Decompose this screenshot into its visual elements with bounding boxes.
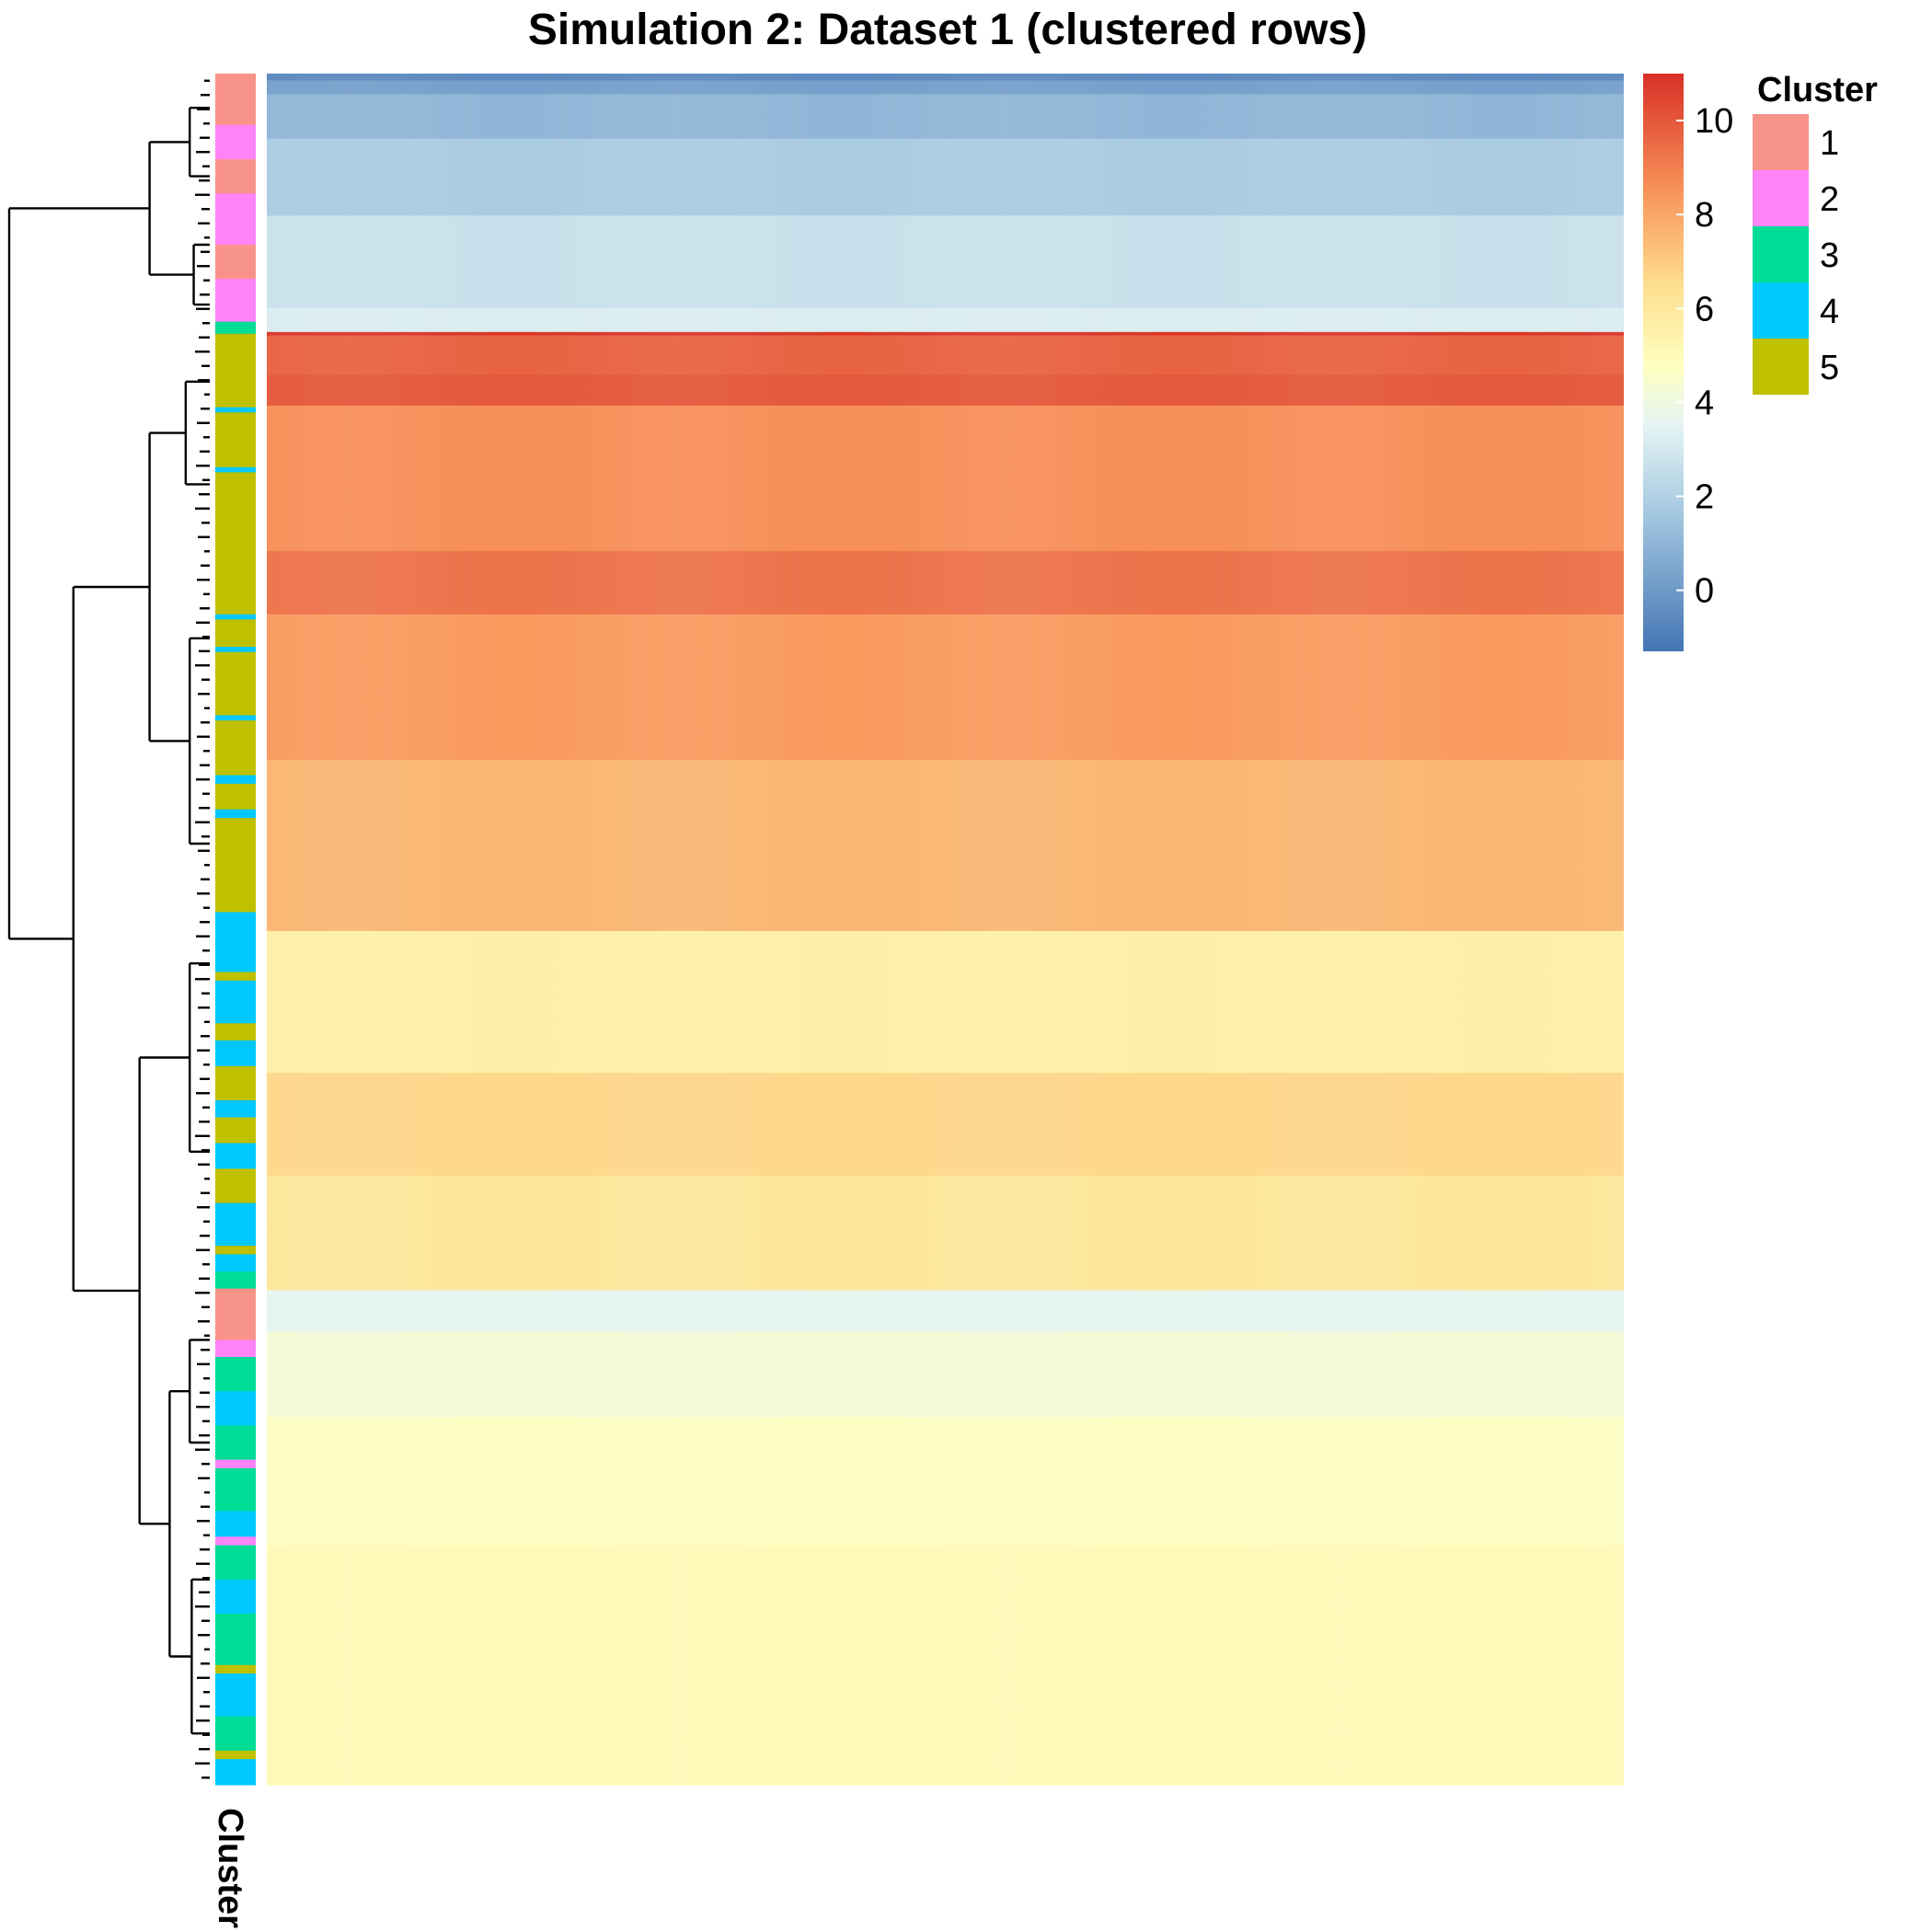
cluster-segment-0 — [215, 74, 256, 126]
cluster-segment-33 — [215, 1202, 256, 1247]
cluster-segment-18 — [215, 775, 256, 785]
color-scale-legend: 0 2 4 6 8 10 — [1643, 74, 1733, 651]
cluster-segment-32 — [215, 1168, 256, 1204]
cluster-segment-12 — [215, 614, 256, 620]
cluster-segment-5 — [215, 279, 256, 323]
cluster-segment-24 — [215, 972, 256, 982]
cluster-segment-6 — [215, 321, 256, 335]
color-scale-tick-label-4: 8 — [1695, 196, 1714, 235]
heatmap-texture — [267, 74, 1624, 1785]
cluster-legend-label-5: 5 — [1820, 349, 1839, 387]
color-scale-tick-label-0: 0 — [1695, 572, 1714, 611]
cluster-legend-title: Cluster — [1757, 71, 1878, 109]
chart-title: Simulation 2: Dataset 1 (clustered rows) — [528, 6, 1367, 54]
cluster-segment-43 — [215, 1467, 256, 1512]
cluster-segment-38 — [215, 1340, 256, 1358]
row-dendrogram — [7, 79, 210, 1779]
cluster-segment-14 — [215, 647, 256, 653]
cluster-segment-34 — [215, 1246, 256, 1255]
cluster-segment-30 — [215, 1117, 256, 1144]
cluster-segment-7 — [215, 333, 256, 408]
cluster-legend-swatch-3 — [1753, 226, 1809, 282]
cluster-segment-41 — [215, 1425, 256, 1461]
cluster-segment-15 — [215, 651, 256, 716]
cluster-legend-label-4: 4 — [1820, 293, 1839, 331]
cluster-segment-29 — [215, 1100, 256, 1119]
cluster-segment-9 — [215, 412, 256, 468]
heatmap-body — [267, 74, 1624, 1786]
cluster-segment-28 — [215, 1065, 256, 1101]
cluster-segment-26 — [215, 1023, 256, 1041]
cluster-segment-22 — [215, 912, 256, 934]
cluster-segment-20 — [215, 809, 256, 819]
cluster-segment-35 — [215, 1254, 256, 1272]
cluster-segment-40 — [215, 1391, 256, 1426]
cluster-segment-10 — [215, 466, 256, 473]
cluster-segment-17 — [215, 720, 256, 776]
cluster-segment-23 — [215, 932, 256, 972]
cluster-segment-8 — [215, 407, 256, 413]
cluster-segment-16 — [215, 715, 256, 721]
cluster-segment-50 — [215, 1673, 256, 1718]
cluster-legend-label-3: 3 — [1820, 236, 1839, 275]
cluster-segment-49 — [215, 1664, 256, 1674]
color-scale-tick-label-3: 6 — [1695, 290, 1714, 328]
cluster-segment-31 — [215, 1143, 256, 1169]
cluster-segment-1 — [215, 124, 256, 160]
cluster-segment-42 — [215, 1459, 256, 1469]
cluster-segment-51 — [215, 1716, 256, 1752]
cluster-segment-13 — [215, 619, 256, 648]
cluster-segment-39 — [215, 1357, 256, 1392]
cluster-legend-swatch-5 — [1753, 339, 1809, 395]
cluster-segment-52 — [215, 1750, 256, 1760]
cluster-segment-37 — [215, 1288, 256, 1340]
cluster-annotation-label: Cluster — [211, 1808, 249, 1928]
cluster-annotation-bar — [215, 74, 256, 1786]
cluster-segment-44 — [215, 1511, 256, 1537]
cluster-legend: Cluster 1 2 3 4 5 — [1753, 71, 1878, 395]
cluster-legend-swatch-4 — [1753, 282, 1809, 339]
cluster-legend-swatch-1 — [1753, 114, 1809, 170]
cluster-segment-4 — [215, 245, 256, 280]
cluster-segment-47 — [215, 1579, 256, 1615]
cluster-segment-53 — [215, 1759, 256, 1786]
cluster-segment-36 — [215, 1271, 256, 1290]
cluster-legend-swatch-2 — [1753, 170, 1809, 226]
cluster-segment-45 — [215, 1536, 256, 1547]
color-scale-tick-label-5: 10 — [1695, 102, 1733, 141]
cluster-legend-label-1: 1 — [1820, 124, 1839, 163]
cluster-legend-label-2: 2 — [1820, 180, 1839, 219]
cluster-segment-27 — [215, 1040, 256, 1067]
cluster-segment-2 — [215, 159, 256, 194]
color-scale-bar — [1643, 74, 1684, 651]
cluster-segment-3 — [215, 193, 256, 246]
color-scale-tick-label-1: 2 — [1695, 478, 1714, 517]
cluster-segment-11 — [215, 472, 256, 615]
cluster-segment-19 — [215, 783, 256, 811]
cluster-segment-25 — [215, 980, 256, 1024]
cluster-segment-21 — [215, 818, 256, 913]
cluster-segment-48 — [215, 1614, 256, 1666]
color-scale-tick-label-2: 4 — [1695, 384, 1714, 422]
cluster-segment-46 — [215, 1545, 256, 1581]
